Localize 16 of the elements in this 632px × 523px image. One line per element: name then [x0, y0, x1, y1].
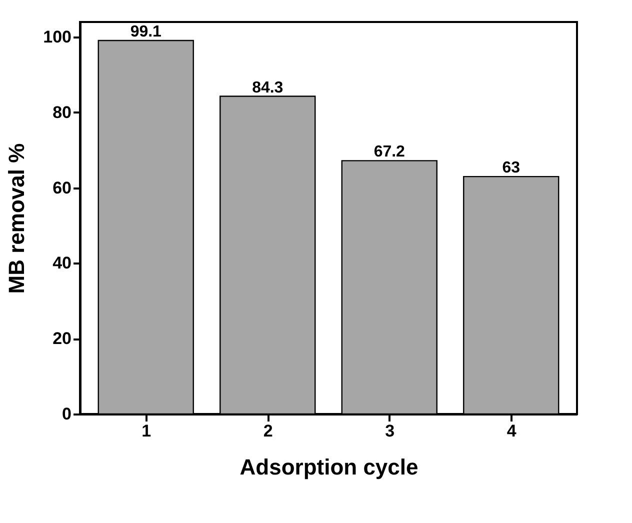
y-axis-title: MB removal %: [4, 143, 30, 294]
x-tick-label: 2: [263, 422, 273, 440]
data-label: 84.3: [252, 79, 284, 96]
x-tick-label: 4: [506, 422, 517, 440]
data-label: 67.2: [374, 144, 406, 161]
y-tick-label: 0: [62, 404, 72, 424]
y-tick-label: 40: [52, 254, 72, 273]
y-tick-label: 60: [52, 178, 72, 198]
x-tick-label: 1: [142, 422, 152, 440]
y-tick-label: 20: [52, 329, 72, 348]
y-tick-label: 80: [52, 102, 72, 122]
x-tick-label: 3: [385, 422, 395, 440]
y-tick-label: 100: [43, 28, 72, 47]
x-axis-title: Adsorption cycle: [240, 454, 418, 480]
data-label: 63: [502, 160, 520, 177]
data-label: 99.1: [130, 23, 162, 40]
